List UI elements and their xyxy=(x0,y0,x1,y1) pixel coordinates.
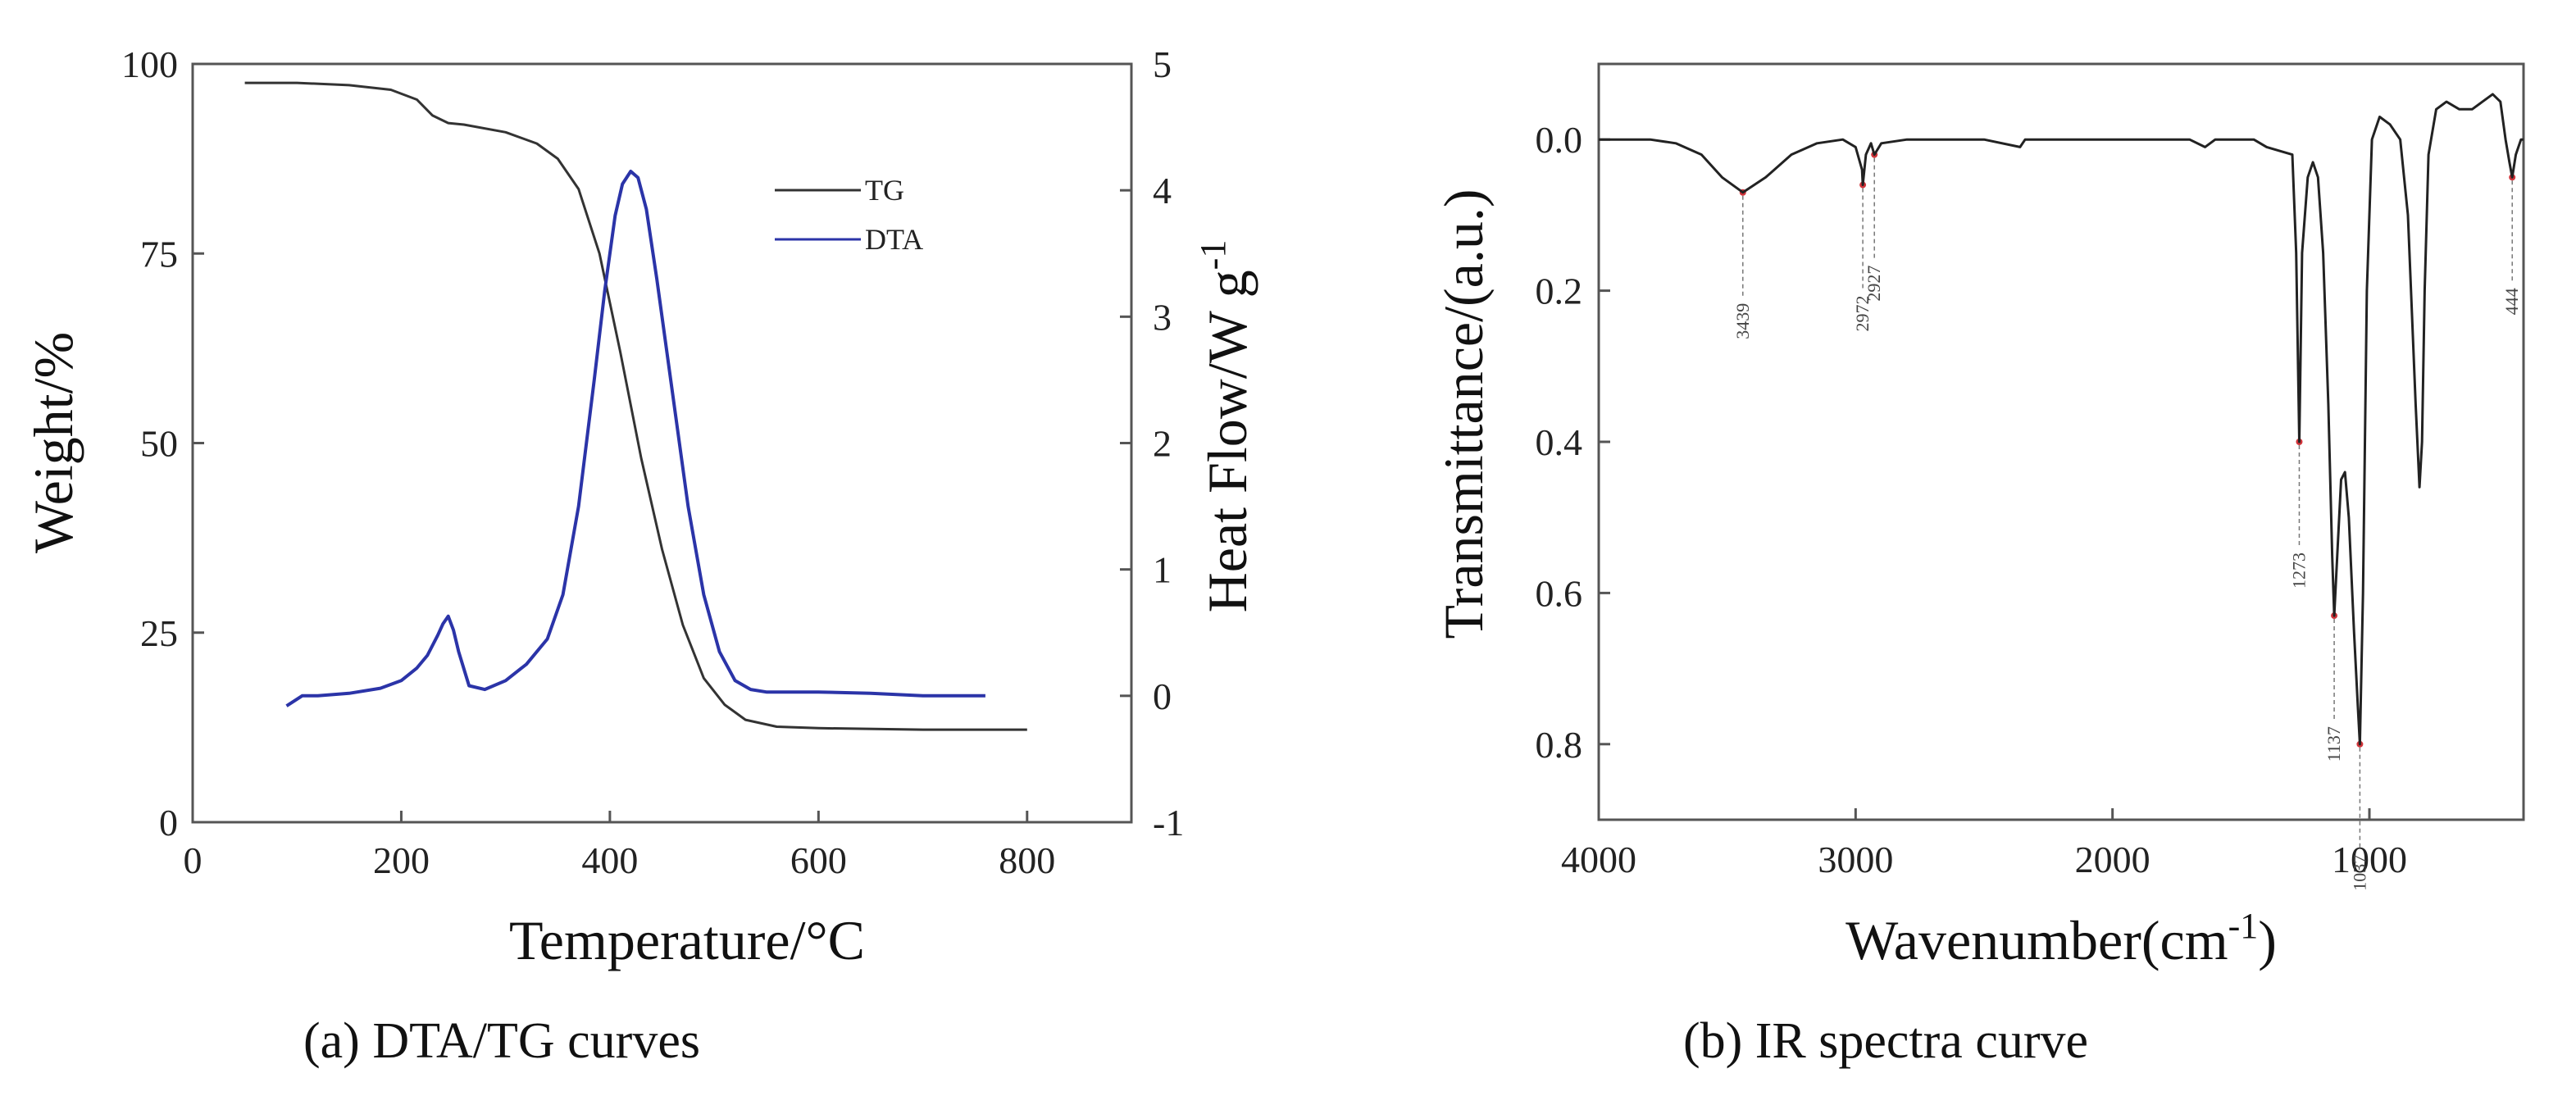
peak-label-1037: 1037 xyxy=(2349,855,2369,891)
peak-label-1273: 1273 xyxy=(2288,552,2309,589)
y2-axis-label-sup: -1 xyxy=(1193,240,1233,271)
y-tick-label-a: 50 xyxy=(140,423,178,465)
y-tick-label-b: 0.8 xyxy=(1536,724,1583,766)
y2-axis-label-a: Heat Flow/W g-1 xyxy=(1193,240,1258,613)
y-tick-label-a: 100 xyxy=(121,43,178,85)
x-tick-label-a: 800 xyxy=(999,839,1055,881)
y2-tick-label-a: -1 xyxy=(1153,802,1184,844)
y-tick-label-b: 0.4 xyxy=(1536,421,1583,463)
y-ticks-a: 0 25 50 75 100 xyxy=(121,43,204,844)
legend-label-tg: TG xyxy=(865,174,904,207)
x-axis-label-b: Wavenumber(cm-1) xyxy=(1846,906,2277,971)
x-tick-label-b: 2000 xyxy=(2075,839,2150,880)
x-axis-label-b-end: ) xyxy=(2258,909,2277,971)
plot-frame-b xyxy=(1597,62,2525,821)
y-tick-label-a: 25 xyxy=(140,612,178,654)
x-tick-label-a: 0 xyxy=(184,839,203,881)
y-tick-label-a: 75 xyxy=(140,233,178,275)
peak-label-444: 444 xyxy=(2501,288,2522,315)
y2-tick-label-a: 4 xyxy=(1153,170,1172,211)
peak-label-3439: 3439 xyxy=(1732,303,1753,339)
series-b xyxy=(1599,93,2524,746)
x-tick-label-a: 200 xyxy=(373,839,430,881)
y-axis-label-b: Transmittance/(a.u.) xyxy=(1432,189,1495,639)
y2-ticks-a: -1 0 1 2 3 4 5 xyxy=(1120,43,1184,844)
peak-label-2927: 2927 xyxy=(1864,266,1884,302)
y2-tick-label-a: 0 xyxy=(1153,675,1172,717)
y-axis-label-a: Weight/% xyxy=(22,332,84,553)
y2-tick-label-a: 3 xyxy=(1153,296,1172,338)
x-axis-label-a: Temperature/°C xyxy=(509,909,865,971)
y-tick-label-a: 0 xyxy=(159,802,178,844)
caption-b: (b) IR spectra curve xyxy=(1683,1013,2088,1069)
y-tick-label-b: 0.0 xyxy=(1536,119,1583,161)
x-axis-label-b-text: Wavenumber(cm xyxy=(1846,909,2228,971)
x-tick-label-b: 3000 xyxy=(1818,839,1893,880)
series-line-ir xyxy=(1599,93,2524,746)
peak-label-1137: 1137 xyxy=(2323,726,2344,762)
legend-label-dta: DTA xyxy=(865,223,923,256)
x-tick-label-a: 600 xyxy=(790,839,847,881)
x-tick-label-a: 400 xyxy=(581,839,638,881)
y-tick-label-b: 0.2 xyxy=(1536,271,1583,312)
x-tick-label-b: 4000 xyxy=(1561,839,1636,880)
y-tick-label-b: 0.6 xyxy=(1536,572,1583,614)
series-a xyxy=(244,81,1027,731)
y2-tick-label-a: 2 xyxy=(1153,423,1172,465)
x-tick-label-b: 1000 xyxy=(2332,839,2407,880)
series-line-tg xyxy=(244,81,1027,731)
y2-axis-label-text: Heat Flow/W g xyxy=(1196,270,1258,612)
x-ticks-a: 0 200 400 600 800 xyxy=(184,811,1055,881)
y-ticks-b: 0.0 0.2 0.4 0.6 0.8 xyxy=(1536,119,1610,766)
peak-label-2972: 2972 xyxy=(1852,296,1873,332)
series-line-dta xyxy=(285,170,985,707)
y2-tick-label-a: 5 xyxy=(1153,43,1172,85)
plot-frame-a xyxy=(191,62,1133,824)
x-axis-label-b-sup: -1 xyxy=(2228,906,2259,946)
caption-a: (a) DTA/TG curves xyxy=(303,1013,700,1069)
panel-dta-tg: 0 200 400 600 800 0 25 50 75 100 -1 0 1 2 3 4 5 TG DTA… xyxy=(22,43,1258,1069)
legend-a: TG DTA xyxy=(775,174,923,256)
panel-ir: 4000 3000 2000 1000 0.0 0.2 0.4 0.6 0.8 3439 297… xyxy=(1432,62,2525,1069)
y2-tick-label-a: 1 xyxy=(1153,549,1172,591)
x-ticks-b: 4000 3000 2000 1000 xyxy=(1561,808,2407,880)
